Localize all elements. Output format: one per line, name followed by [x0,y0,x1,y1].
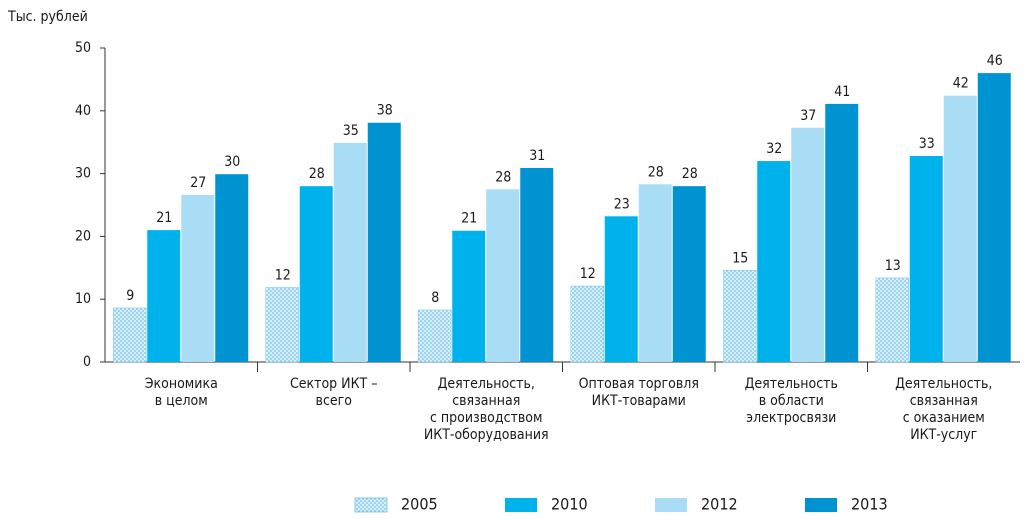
y-tick-label: 10 [75,291,91,307]
bar [181,194,215,362]
value-label: 33 [919,136,935,152]
value-label: 30 [224,154,240,170]
bar [825,103,859,362]
y-tick-label: 0 [83,354,91,370]
value-label: 8 [431,290,439,306]
bar [333,142,367,362]
y-tick-label: 30 [75,166,91,182]
bar [604,216,638,362]
legend-swatch [805,498,837,512]
x-tick-label: связанная [452,393,520,409]
x-tick-label: ИКТ-услуг [910,427,977,443]
value-label: 15 [732,250,748,266]
bar [486,189,520,362]
value-label: 42 [953,76,969,92]
legend-label: 2010 [551,495,588,514]
value-label: 28 [495,169,511,185]
value-label: 9 [126,288,134,304]
y-tick-label: 40 [75,103,91,119]
legend-label: 2012 [701,495,738,514]
bar [418,309,452,363]
bar [367,122,401,363]
bar [909,156,943,362]
bar [638,184,672,362]
x-tick-label: в целом [155,393,208,409]
bar [215,174,249,362]
x-tick-label: ИКТ-товарами [592,393,686,409]
bar [977,73,1011,363]
x-tick-label: всего [316,393,353,409]
bar [113,307,147,363]
bar [147,230,181,362]
legend-swatch [655,498,687,512]
y-tick-label: 50 [75,40,91,56]
x-tick-label: связанная [910,393,978,409]
value-label: 28 [682,166,698,182]
x-tick-label: Деятельность, [438,376,535,392]
x-tick-label: Сектор ИКТ – [290,376,378,392]
x-tick-label: Оптовая торговля [579,376,699,392]
x-tick-label: Экономика [145,376,218,392]
value-label: 23 [614,196,630,212]
x-tick-label: ИКТ-оборудования [424,427,549,443]
x-tick-label: в области [759,393,824,409]
bar [757,161,791,362]
x-tick-label: с оказанием [903,410,985,426]
value-label: 28 [648,164,664,180]
value-label: 12 [275,267,291,283]
legend-label: 2013 [851,495,888,514]
value-label: 27 [190,175,206,191]
value-label: 21 [461,211,477,227]
value-label: 31 [529,148,545,164]
value-label: 46 [987,53,1003,69]
value-label: 32 [766,141,782,157]
value-label: 41 [834,84,850,100]
value-label: 21 [156,210,172,226]
value-label: 13 [885,258,901,274]
legend-swatch [505,498,537,512]
value-label: 12 [580,266,596,282]
value-label: 37 [800,108,816,124]
bar [791,127,825,362]
x-tick-label: электросвязи [746,410,836,426]
bar [875,277,909,363]
y-tick-label: 20 [75,228,91,244]
value-label: 35 [343,123,359,139]
bar [520,167,554,362]
bar [452,230,486,362]
x-tick-label: с производством [430,410,542,426]
bar [723,270,757,363]
bar [672,186,706,362]
value-label: 38 [377,103,393,119]
bar [265,287,299,363]
bar [943,95,977,362]
x-tick-label: Деятельность [745,376,838,392]
legend-swatch [354,497,388,513]
value-label: 28 [309,166,325,182]
bar [299,186,333,362]
bar [570,285,604,363]
x-tick-label: Деятельность, [895,376,992,392]
y-axis-label: Тыс. рублей [7,9,88,25]
legend-label: 2005 [401,495,438,514]
